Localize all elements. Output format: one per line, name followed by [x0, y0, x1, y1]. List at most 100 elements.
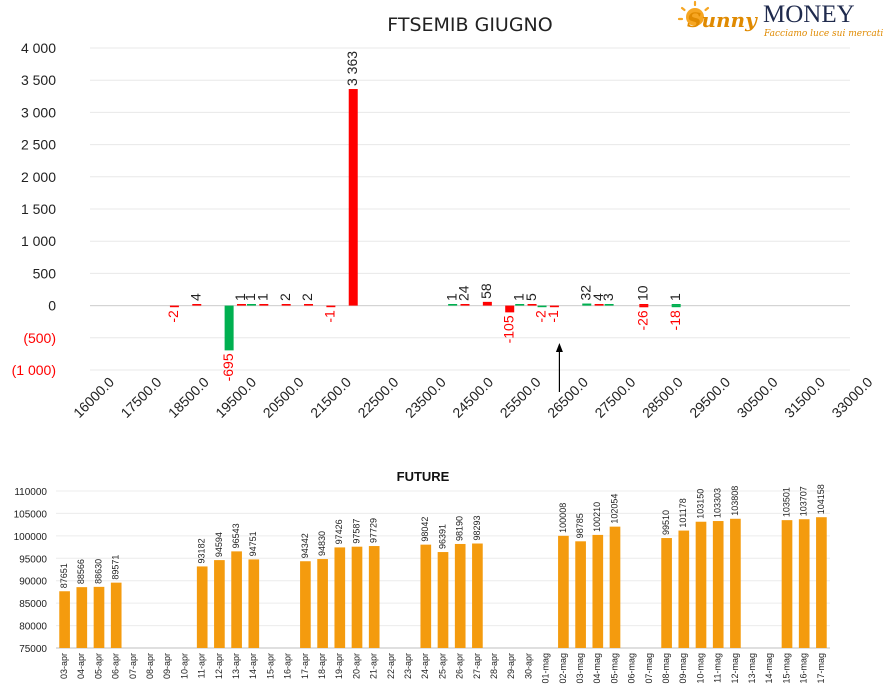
data-label: 4 [187, 293, 203, 301]
bar [798, 519, 810, 648]
x-tick-label: 25-apr [437, 653, 447, 679]
bar [582, 303, 592, 306]
x-tick-label: 30500.0 [734, 374, 781, 421]
y-tick-label: 3 500 [21, 72, 56, 88]
data-label: 103707 [799, 486, 809, 516]
x-tick-label: 11-mag [713, 653, 723, 683]
bar [110, 582, 122, 648]
bar [214, 560, 225, 648]
x-tick-label: 17500.0 [117, 374, 164, 421]
data-label: -2 [165, 310, 181, 323]
y-axis-ticks: 110000 105000 100000 95000 90000 85000 80000 75… [14, 487, 48, 655]
data-label: 5 [523, 293, 539, 301]
x-tick-label: 13-mag [747, 653, 757, 684]
bar [671, 305, 681, 308]
bar [454, 543, 466, 648]
x-tick-label: 06-mag [627, 653, 637, 684]
bar [678, 530, 690, 648]
y-tick-label: (1 000) [12, 362, 56, 378]
x-tick-label: 12-mag [730, 653, 740, 684]
bar [351, 546, 363, 648]
bar [348, 89, 358, 306]
data-label: 100008 [558, 503, 568, 533]
data-label: 96391 [437, 524, 447, 549]
data-label: 10 [635, 285, 651, 301]
x-tick-label: 33000.0 [828, 374, 875, 421]
data-label: -26 [635, 310, 651, 330]
data-label: 100210 [592, 502, 602, 532]
data-label: 58 [478, 283, 494, 299]
data-label: 1 [667, 293, 683, 301]
x-tick-label: 07-apr [128, 653, 138, 679]
data-label: 98785 [575, 513, 585, 538]
x-tick-label: 22-apr [386, 653, 396, 679]
data-label: 1 [255, 293, 271, 301]
bar [246, 304, 256, 306]
bar [368, 546, 380, 648]
brand-logo: Sunny MONEY Facciamo luce sui mercati [677, 0, 883, 39]
bar [326, 305, 336, 308]
bar [781, 520, 793, 648]
bar [527, 304, 537, 306]
data-label: 24 [456, 285, 472, 301]
x-tick-label: 30-apr [523, 653, 533, 679]
bar [420, 544, 432, 648]
logo-tagline: Facciamo luce sui mercati [763, 29, 883, 39]
x-tick-label: 24-apr [420, 653, 430, 679]
bar [537, 305, 547, 308]
data-label: 98190 [455, 516, 465, 541]
y-tick-label: 100000 [14, 532, 48, 543]
x-tick-label: 20500.0 [260, 374, 307, 421]
ftsemib-option-chart: FTSEMIB GIUGNO 4 000 3 500 3 000 2 500 2 000… [12, 14, 876, 421]
bar [259, 304, 269, 306]
y-tick-label: 2 000 [21, 169, 56, 185]
data-label: 99510 [661, 510, 671, 535]
bar [594, 304, 604, 306]
bar [730, 518, 741, 648]
data-label: 94594 [214, 532, 224, 557]
x-tick-label: 13-apr [231, 653, 241, 679]
x-axis-ticks: 03-apr 04-apr 05-apr 06-apr 07-apr 08-apr 09-a… [59, 653, 826, 684]
bar [231, 551, 242, 648]
bar [76, 587, 88, 648]
x-tick-label: 07-mag [644, 653, 654, 684]
bar [695, 521, 707, 648]
x-tick-label: 15-apr [265, 653, 275, 679]
data-label: -2 [533, 310, 549, 323]
x-tick-label: 27500.0 [591, 374, 638, 421]
data-label: 1 [242, 293, 258, 301]
x-tick-label: 04-apr [76, 653, 86, 679]
bar [281, 304, 291, 306]
bar [437, 552, 449, 648]
x-tick-label: 22500.0 [354, 374, 401, 421]
bar [671, 304, 681, 306]
data-label: 2 [277, 293, 293, 301]
chart-title: FUTURE [397, 469, 450, 484]
data-label: 98293 [472, 515, 482, 540]
x-tick-label: 05-apr [93, 653, 103, 679]
data-label: 1 [443, 293, 459, 301]
y-tick-label: 80000 [19, 622, 47, 633]
bar [196, 566, 208, 648]
data-label: 97587 [351, 519, 361, 544]
x-tick-label: 08-apr [145, 653, 155, 679]
data-label: 32 [577, 285, 593, 301]
bar-series [59, 517, 827, 648]
x-tick-label: 16000.0 [70, 374, 117, 421]
data-label: -18 [667, 310, 683, 330]
bar [169, 305, 179, 308]
bar [515, 304, 525, 306]
x-tick-label: 15-mag [781, 653, 791, 684]
bar [448, 304, 458, 306]
x-tick-label: 24500.0 [449, 374, 496, 421]
y-tick-label: 75000 [19, 644, 47, 655]
y-tick-label: 95000 [19, 554, 47, 565]
x-tick-label: 17-mag [816, 653, 826, 684]
data-label: -695 [220, 353, 236, 381]
x-tick-label: 16-mag [799, 653, 809, 684]
x-tick-label: 29-apr [506, 653, 516, 679]
bar [192, 304, 202, 306]
bar [639, 305, 649, 308]
data-label: 94830 [317, 531, 327, 556]
